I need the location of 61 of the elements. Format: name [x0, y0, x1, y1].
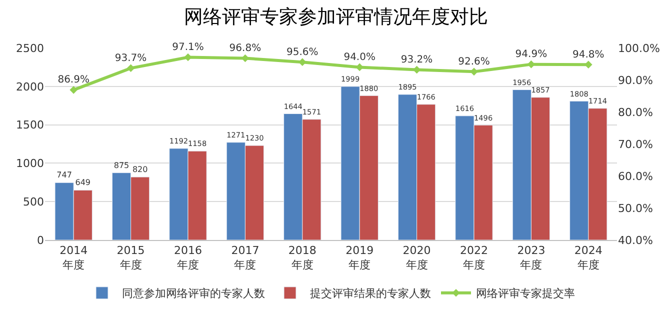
data-label: 1192 — [169, 136, 188, 146]
x-tick-label: 2015 年度 — [116, 244, 145, 272]
data-label: 1644 — [284, 102, 303, 111]
y2-tick-label: 50.0% — [618, 202, 653, 215]
y-tick-label: 2000 — [16, 80, 44, 94]
data-label: 1895 — [398, 82, 417, 92]
data-label: 96.8% — [229, 42, 262, 54]
data-label: 1714 — [588, 96, 608, 106]
point — [126, 64, 135, 72]
x-tick-label: 2018 年度 — [288, 244, 316, 272]
x-tick-label: 2022 年度 — [460, 244, 488, 272]
data-label: 1496 — [474, 113, 493, 122]
data-label: 93.2% — [400, 54, 433, 66]
data-label: 1857 — [531, 86, 550, 95]
x-tick-label: 2023 年度 — [517, 244, 546, 272]
y2-tick-label: 100.0% — [618, 42, 660, 55]
data-label: 94.0% — [344, 52, 376, 63]
data-label: 1616 — [455, 104, 474, 114]
y2-tick-label: 70.0% — [618, 138, 653, 151]
y-tick-label: 0 — [37, 234, 44, 247]
point — [70, 86, 78, 94]
y2-tick-label: 80.0% — [618, 106, 653, 119]
data-label: 1158 — [188, 139, 207, 148]
data-label: 1271 — [226, 130, 246, 140]
data-label: 95.6% — [286, 46, 318, 58]
y2-tick-label: 60.0% — [618, 170, 653, 183]
legend-label: 网络评审专家提交率 — [476, 287, 575, 300]
y-tick-label: 2500 — [16, 42, 44, 55]
x-tick-label: 2014 年度 — [60, 244, 88, 272]
y2-tick-label: 40.0% — [618, 234, 653, 247]
data-label: 820 — [132, 165, 148, 174]
data-label: 1766 — [416, 92, 436, 102]
y-tick-label: 1500 — [16, 118, 44, 132]
chart-title: 网络评审专家参加评审情况年度对比 — [184, 6, 488, 28]
legend-label: 提交评审结果的专家人数 — [310, 287, 431, 300]
y-tick-label: 500 — [23, 195, 44, 208]
x-tick-label: 2017 年度 — [231, 244, 260, 272]
y2-tick-label: 90.0% — [618, 74, 653, 87]
data-label: 1808 — [570, 89, 589, 98]
data-label: 1880 — [360, 84, 379, 93]
data-label: 94.8% — [572, 49, 604, 60]
data-label: 1571 — [302, 108, 321, 117]
data-label: 93.7% — [114, 52, 147, 64]
x-tick-label: 2024 年度 — [574, 244, 602, 272]
data-label: 875 — [114, 160, 130, 170]
data-label: 1230 — [245, 134, 264, 143]
data-label: 1999 — [341, 74, 360, 84]
data-label: 92.6% — [458, 56, 490, 68]
point — [584, 60, 592, 69]
x-tick-label: 2019 年度 — [346, 244, 374, 272]
data-label: 1956 — [512, 78, 532, 87]
data-label: 86.9% — [58, 74, 90, 86]
data-label: 747 — [56, 170, 72, 180]
data-label: 649 — [75, 178, 91, 188]
data-label: 94.9% — [515, 49, 548, 60]
legend-label: 同意参加网络评审的专家人数 — [122, 287, 265, 300]
x-tick-label: 2020 年度 — [402, 244, 431, 272]
y-tick-label: 1000 — [16, 157, 44, 170]
data-label: 97.1% — [172, 42, 204, 54]
point — [298, 58, 306, 66]
x-tick-label: 2016 年度 — [174, 244, 202, 272]
